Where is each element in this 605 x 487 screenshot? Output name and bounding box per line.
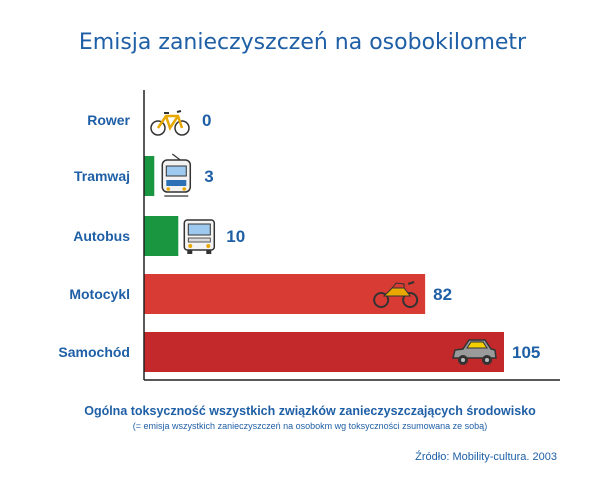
value-label: 10	[226, 227, 245, 246]
value-label: 105	[512, 343, 540, 362]
chart-title: Emisja zanieczyszczeń na osobokilometr	[78, 30, 527, 55]
category-label: Samochód	[58, 344, 130, 360]
bar	[144, 156, 155, 196]
category-label: Tramwaj	[74, 168, 130, 184]
category-label: Motocykl	[69, 286, 130, 302]
motorcycle-icon	[373, 281, 419, 308]
bus-icon	[183, 219, 216, 254]
value-label: 3	[204, 167, 213, 186]
bar	[144, 332, 504, 372]
tram-icon	[161, 153, 192, 197]
category-label: Rower	[87, 112, 130, 128]
value-label: 0	[202, 111, 211, 130]
car-icon	[452, 339, 497, 365]
bicycle-icon	[150, 110, 190, 136]
x-axis-note: (= emisja wszystkich zanieczyszczeń na o…	[132, 421, 488, 431]
source-note: Źródło: Mobility-cultura. 2003	[415, 451, 557, 463]
value-label: 82	[433, 285, 452, 304]
bar	[144, 216, 179, 256]
category-label: Autobus	[73, 228, 130, 244]
x-axis-label: Ogólna toksyczność wszystkich związków z…	[84, 404, 536, 418]
